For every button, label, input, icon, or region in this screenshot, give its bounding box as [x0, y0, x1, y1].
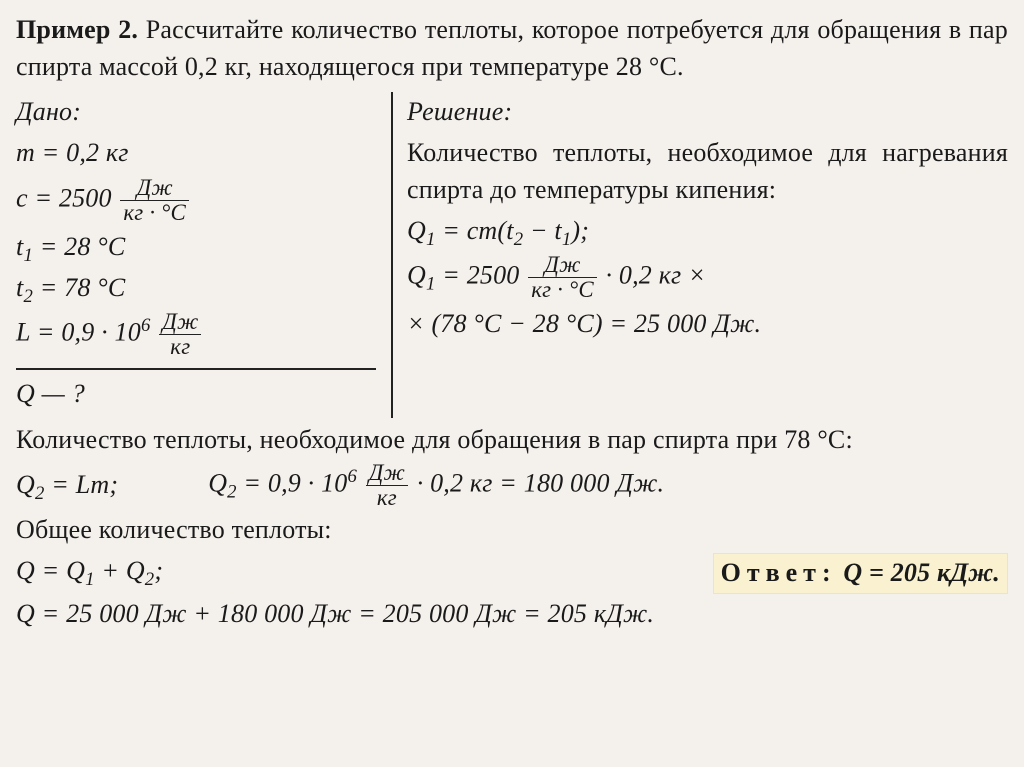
q2-sub: 2 — [227, 482, 237, 503]
unit-num: Дж — [159, 310, 201, 335]
answer-label: Ответ: — [721, 558, 837, 587]
problem-label: Пример 2. — [16, 15, 138, 44]
solution-continued: Количество теплоты, необходимое для обра… — [16, 422, 1008, 633]
qsum-s1: 1 — [85, 569, 95, 590]
t2-sub: 2 — [514, 229, 524, 250]
q2-calc: Q2 = 0,9 · 106 Дж кг · 0,2 кг = 180 000 … — [208, 461, 664, 510]
q1-formula: Q1 = cm(t2 − t1); — [407, 213, 1008, 250]
q-final: Q = 25 000 Дж + 180 000 Дж = 205 000 Дж … — [16, 596, 1008, 633]
given-t1: t1 = 28 °С — [16, 229, 381, 266]
qsum-s2: 2 — [145, 569, 155, 590]
given-L-unit: Дж кг — [159, 310, 201, 359]
unit-den: кг — [366, 486, 408, 510]
q1-calc-line2: × (78 °С − 28 °С) = 25 000 Дж. — [407, 306, 1008, 343]
given-heading: Дано: — [16, 94, 381, 131]
problem-text: Рассчитайте количество теплоты, которое … — [16, 15, 1008, 81]
t1-sub: 1 — [562, 229, 572, 250]
q2-var: Q — [16, 470, 35, 499]
given-column: Дано: m = 0,2 кг c = 2500 Дж кг · °С t1 … — [16, 92, 393, 419]
q2-calc-v2: · 0,2 кг = 180 000 Дж. — [417, 469, 664, 498]
given-m: m = 0,2 кг — [16, 135, 381, 172]
given-c-unit: Дж кг · °С — [120, 176, 189, 225]
unit-den: кг — [159, 335, 201, 359]
q1-sub: 1 — [426, 229, 436, 250]
given-t2: t2 = 78 °С — [16, 270, 381, 307]
answer-box: Ответ: Q = 205 кДж. — [713, 553, 1008, 594]
t1-rhs: = 28 °С — [33, 232, 125, 261]
unit-num: Дж — [366, 461, 408, 486]
p2-text: Количество теплоты, необходимое для обра… — [16, 425, 853, 454]
unit-den: кг · °С — [528, 278, 597, 302]
q2-formula: Q2 = Lm; — [16, 467, 118, 504]
q1-calc-line1: Q1 = 2500 Дж кг · °С · 0,2 кг × — [407, 253, 1008, 302]
solution-p1: Количество теплоты, необходимое для нагр… — [407, 135, 1008, 209]
unit-num: Дж — [120, 176, 189, 201]
L-sup: 6 — [141, 315, 151, 336]
q2-unit: Дж кг — [366, 461, 408, 510]
q1-calc-val2: · 0,2 кг × — [606, 261, 706, 290]
q2-calc-var: Q — [208, 469, 227, 498]
given-solution-table: Дано: m = 0,2 кг c = 2500 Дж кг · °С t1 … — [16, 92, 1008, 419]
q2-sub: 2 — [35, 484, 45, 505]
given-c: c = 2500 Дж кг · °С — [16, 176, 381, 225]
p3: Общее количество теплоты: — [16, 512, 1008, 549]
t2-rhs: = 78 °С — [33, 273, 125, 302]
unit-den: кг · °С — [120, 201, 189, 225]
given-L: L = 0,9 · 106 Дж кг — [16, 310, 381, 359]
qsum-pre: Q = Q — [16, 556, 85, 585]
q1-sub: 1 — [426, 274, 436, 295]
q2-calc-v1: = 0,9 · 10 — [237, 469, 348, 498]
q1-formula-body: = cm(t — [436, 216, 514, 245]
q1-mid: − t — [523, 216, 562, 245]
qsum-mid: + Q — [95, 556, 145, 585]
q2-sup: 6 — [347, 466, 357, 487]
q2-row: Q2 = Lm; Q2 = 0,9 · 106 Дж кг · 0,2 кг =… — [16, 461, 1008, 510]
qsum-end: ; — [154, 556, 163, 585]
q1-calc-var: Q — [407, 261, 426, 290]
unit-num: Дж — [528, 253, 597, 278]
L-lhs: L = 0,9 · 10 — [16, 318, 141, 347]
t2-sub: 2 — [23, 286, 33, 307]
given-c-lhs: c = 2500 — [16, 183, 112, 212]
q1-unit: Дж кг · °С — [528, 253, 597, 302]
q1-var: Q — [407, 216, 426, 245]
q1-calc-val1: = 2500 — [436, 261, 527, 290]
solution-column: Решение: Количество теплоты, необходимое… — [393, 92, 1008, 419]
problem-statement: Пример 2. Рассчитайте количество теплоты… — [16, 12, 1008, 86]
given-divider — [16, 368, 376, 370]
t1-sub: 1 — [23, 245, 33, 266]
q2-formula-body: = Lm; — [45, 470, 119, 499]
q1-end: ); — [571, 216, 589, 245]
given-find: Q — ? — [16, 372, 381, 413]
p2: Количество теплоты, необходимое для обра… — [16, 422, 1008, 459]
solution-heading: Решение: — [407, 94, 1008, 131]
answer-value: Q = 205 кДж. — [843, 558, 1000, 587]
